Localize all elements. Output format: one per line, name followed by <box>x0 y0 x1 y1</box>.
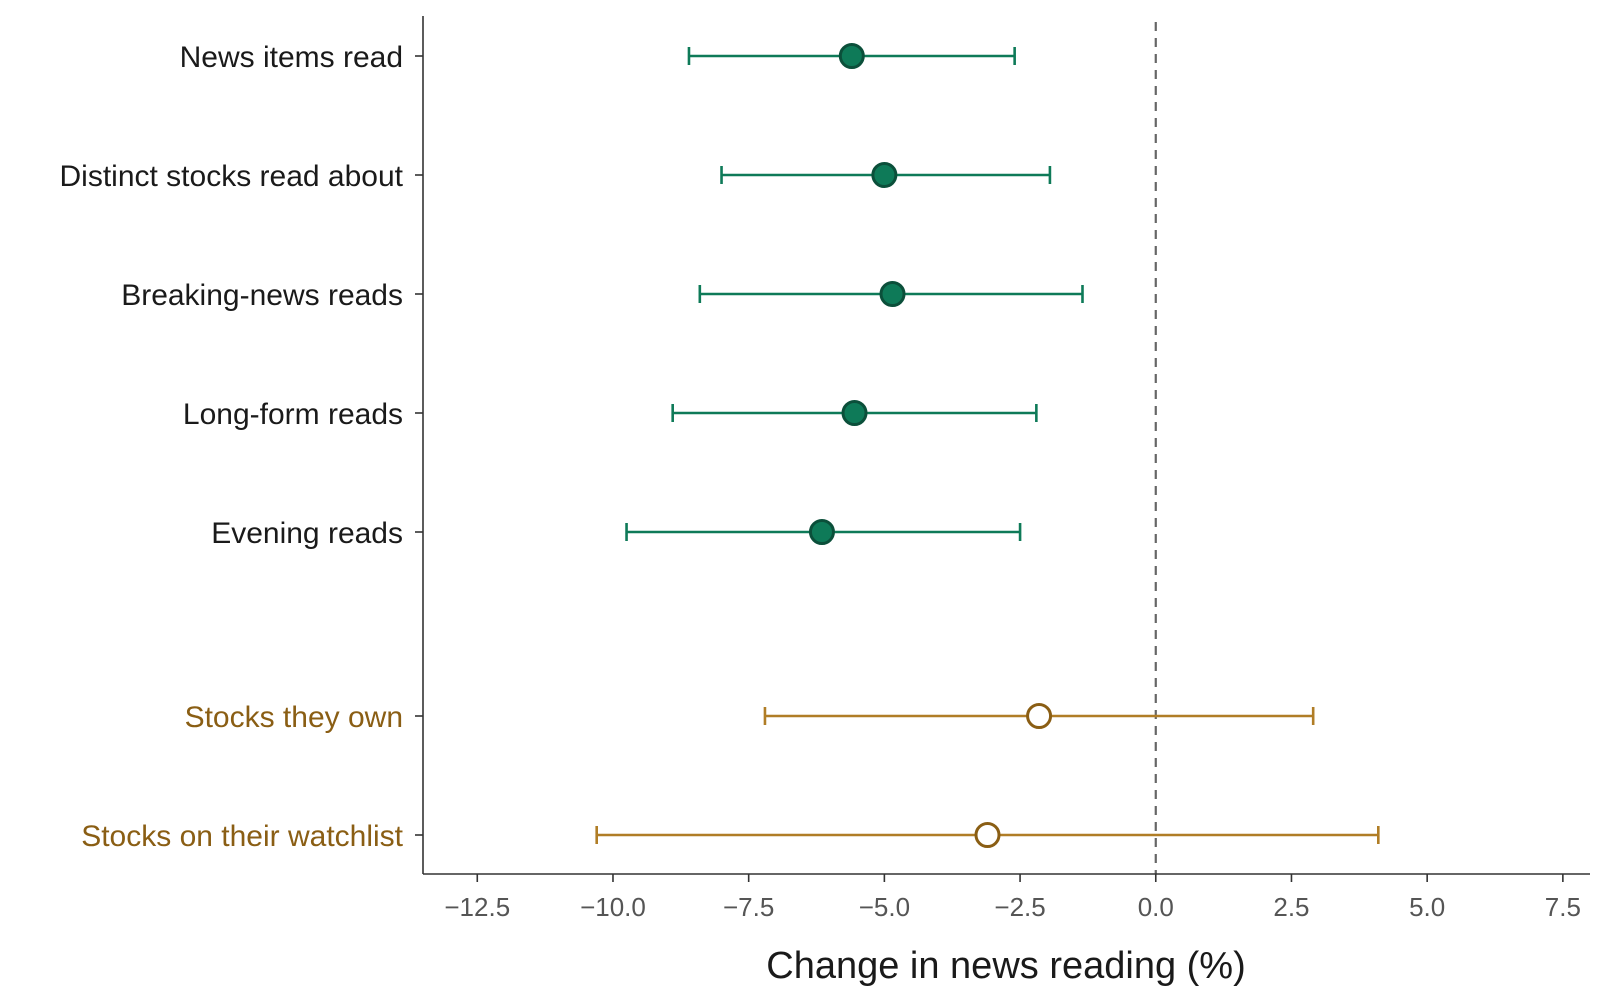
category-label: Stocks they own <box>185 701 403 734</box>
x-tick-label: 2.5 <box>1273 892 1309 922</box>
category-label: Stocks on their watchlist <box>81 820 403 853</box>
x-axis-title: Change in news reading (%) <box>766 945 1246 987</box>
x-tick-label: −5.0 <box>859 892 910 922</box>
x-ticks: −12.5 −10.0 −7.5 −5.0 −2.5 0.0 2.5 5.0 7.5 <box>444 874 1581 922</box>
point-estimate-marker <box>974 822 1001 848</box>
point-estimate-marker <box>871 162 898 188</box>
x-tick-label: −2.5 <box>994 892 1045 922</box>
x-tick-label: −10.0 <box>580 892 646 922</box>
x-tick-label: 5.0 <box>1409 892 1445 922</box>
category-label: Distinct stocks read about <box>60 160 404 193</box>
x-tick-label: −7.5 <box>723 892 774 922</box>
category-label: Breaking-news reads <box>121 279 403 312</box>
y-category-labels: News items read Distinct stocks read abou… <box>60 41 423 853</box>
x-tick-label: 0.0 <box>1138 892 1174 922</box>
category-label: News items read <box>180 41 403 74</box>
point-estimate-marker <box>841 400 868 426</box>
point-estimate-marker <box>838 43 865 69</box>
point-estimate-marker <box>1026 703 1053 729</box>
category-label: Evening reads <box>211 517 403 550</box>
point-estimate-marker <box>808 519 835 545</box>
estimate-marks <box>595 43 1380 848</box>
x-tick-label: 7.5 <box>1545 892 1581 922</box>
axes-layer <box>422 16 1590 875</box>
x-tick-label: −12.5 <box>444 892 510 922</box>
category-label: Long-form reads <box>183 398 403 431</box>
point-estimate-marker <box>879 281 906 307</box>
